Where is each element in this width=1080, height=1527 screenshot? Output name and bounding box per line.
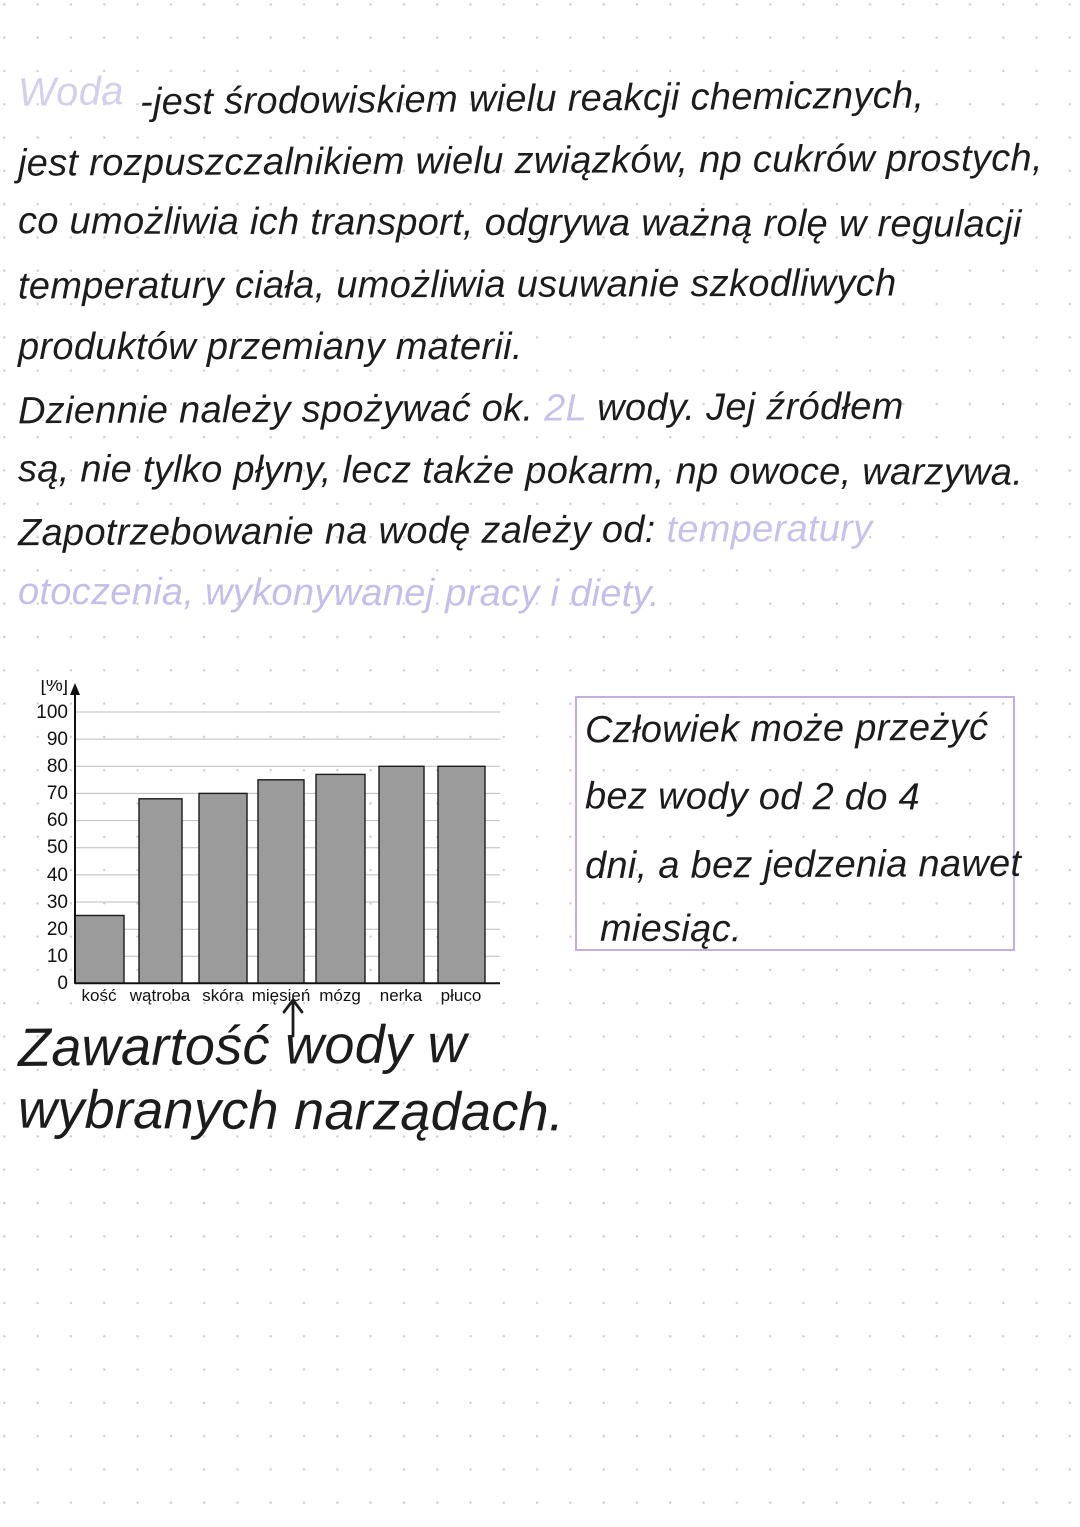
svg-text:nerka: nerka <box>380 986 423 1005</box>
svg-text:30: 30 <box>47 892 68 913</box>
svg-text:10: 10 <box>47 946 68 967</box>
svg-text:20: 20 <box>47 919 68 940</box>
svg-text:90: 90 <box>47 729 68 750</box>
svg-text:skóra: skóra <box>202 986 244 1005</box>
svg-text:80: 80 <box>47 756 68 777</box>
svg-text:60: 60 <box>47 810 68 831</box>
svg-text:kość: kość <box>82 986 117 1005</box>
svg-text:100: 100 <box>36 702 68 723</box>
svg-text:wątroba: wątroba <box>129 986 191 1005</box>
svg-text:mózg: mózg <box>319 986 361 1005</box>
svg-text:[%]: [%] <box>41 680 68 696</box>
svg-text:40: 40 <box>47 865 68 886</box>
svg-text:50: 50 <box>47 837 68 858</box>
svg-text:0: 0 <box>57 973 68 994</box>
svg-text:płuco: płuco <box>441 986 482 1005</box>
svg-text:70: 70 <box>47 783 68 804</box>
